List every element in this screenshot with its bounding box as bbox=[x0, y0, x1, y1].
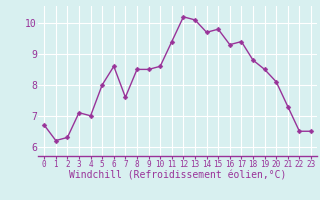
X-axis label: Windchill (Refroidissement éolien,°C): Windchill (Refroidissement éolien,°C) bbox=[69, 171, 286, 181]
